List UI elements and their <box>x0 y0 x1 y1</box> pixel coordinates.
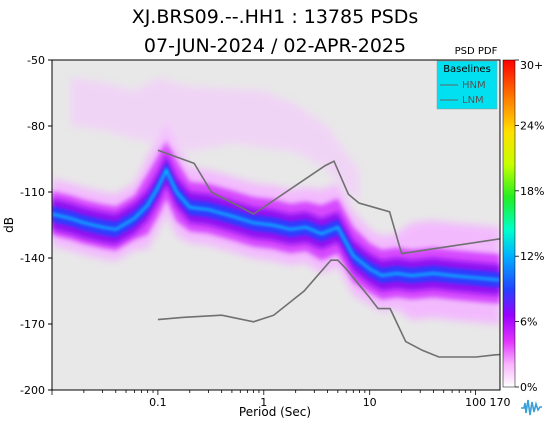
colorbar-ticks: 0% 6% 12% 18% 24% 30+ <box>515 59 544 394</box>
legend-entry-hnm: HNM <box>462 80 486 91</box>
colorbar-label: PSD PDF <box>455 46 498 57</box>
y-tick-label: -170 <box>20 318 45 331</box>
y-axis: -50 -80 -110 -140 -170 -200 <box>20 54 52 397</box>
density-mode <box>52 167 500 282</box>
baseline-hnm <box>157 149 500 255</box>
x-tick-label: 10 <box>363 396 377 409</box>
chart-subtitle: 07-JUN-2024 / 02-APR-2025 <box>143 35 407 57</box>
colorbar-tick-label: 6% <box>520 316 537 329</box>
colorbar-tick-label: 30+ <box>520 59 543 72</box>
density-layer <box>52 77 500 325</box>
colorbar-tick-label: 18% <box>520 185 544 198</box>
y-axis-label: dB <box>2 217 16 233</box>
y-tick-label: -140 <box>20 252 45 265</box>
colorbar-tick-label: 12% <box>520 250 544 263</box>
chart-title: XJ.BRS09.--.HH1 : 13785 PSDs <box>131 6 419 28</box>
y-tick-label: -110 <box>20 186 45 199</box>
legend-entry-lnm: LNM <box>462 95 484 106</box>
y-tick-label: -50 <box>27 54 45 67</box>
baseline-lnm <box>157 259 500 358</box>
colorbar-tick-label: 24% <box>520 119 544 132</box>
plot-frame <box>51 59 501 391</box>
legend-title: Baselines <box>443 64 491 75</box>
colorbar-tick-label: 0% <box>520 381 537 394</box>
x-tick-label: 1 <box>260 396 267 409</box>
x-axis-label: Period (Sec) <box>239 405 311 419</box>
legend: Baselines HNM LNM <box>436 60 498 110</box>
logo-icon <box>519 394 543 418</box>
y-tick-label: -80 <box>27 120 45 133</box>
colorbar <box>502 59 516 388</box>
baseline-curves <box>157 149 500 358</box>
x-axis: 0.1 1 10 100 170 <box>51 390 511 409</box>
density-scatter <box>70 77 360 203</box>
x-tick-label: 100 <box>465 396 486 409</box>
x-tick-label: 0.1 <box>149 396 167 409</box>
y-tick-label: -200 <box>20 384 45 397</box>
x-tick-label: 170 <box>490 396 511 409</box>
